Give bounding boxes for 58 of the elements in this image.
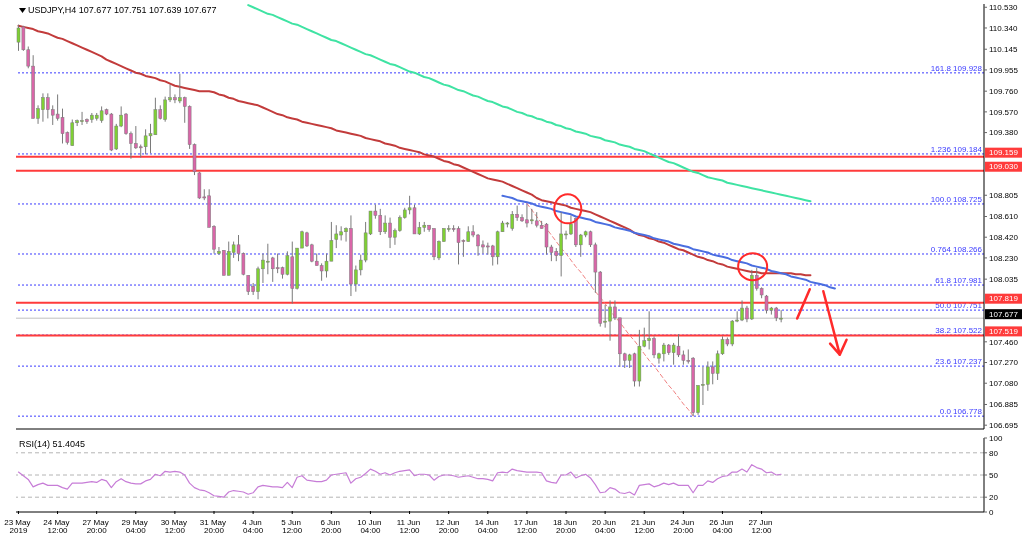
- y-tick-label: 107.270: [989, 358, 1019, 368]
- ref-line-label: 23.6 107.237: [935, 357, 983, 367]
- y-tick-label: 108.230: [989, 253, 1019, 263]
- x-tick-label: 11 Jun 12:00: [396, 517, 423, 534]
- ref-line-label: 38.2 107.522: [935, 326, 983, 336]
- ref-line-label: 100.0 108.725: [930, 194, 983, 204]
- x-tick-label: 26 Jun 04:00: [709, 517, 736, 534]
- y-tick-label: 106.695: [989, 420, 1019, 430]
- y-tick-label: 108.035: [989, 274, 1019, 284]
- x-tick-label: 24 May 12:00: [43, 517, 72, 534]
- y-tick-label: 50: [989, 470, 999, 480]
- y-tick-label: 107.080: [989, 379, 1019, 389]
- x-tick-label: 6 Jun 20:00: [320, 517, 343, 534]
- y-tick-label: 80: [989, 448, 999, 458]
- x-tick-label: 18 Jun 20:00: [552, 517, 580, 534]
- ref-line-label: 109.159: [989, 148, 1019, 158]
- x-tick-label: 10 Jun 04:00: [357, 517, 384, 534]
- y-tick-label: 109.955: [989, 65, 1019, 75]
- ref-line-label: 0.764 108.266: [930, 244, 983, 254]
- y-tick-label: 109.570: [989, 107, 1019, 117]
- y-tick-label: 20: [989, 493, 999, 502]
- y-tick-label: 108.805: [989, 191, 1019, 201]
- x-tick-label: 31 May 20:00: [199, 517, 229, 534]
- ref-line-label: 109.030: [989, 162, 1019, 172]
- y-tick-label: 110.145: [989, 45, 1018, 55]
- y-tick-label: 106.885: [989, 400, 1019, 410]
- x-tick-label: 5 Jun 12:00: [281, 517, 304, 534]
- x-tick-label: 4 Jun 04:00: [242, 517, 265, 534]
- y-tick-label: 110.340: [989, 23, 1018, 33]
- ref-line-label: 61.8 107.981: [935, 276, 983, 286]
- ref-line-label: 161.8 109.928: [930, 63, 983, 73]
- ref-line-label: 107.677: [989, 309, 1019, 319]
- x-tick-label: 17 Jun 12:00: [513, 517, 541, 534]
- y-tick-label: 108.610: [989, 212, 1019, 222]
- x-tick-label: 27 Jun 12:00: [748, 517, 775, 534]
- x-tick-label: 14 Jun 04:00: [474, 517, 501, 534]
- x-tick-label: 30 May 12:00: [160, 517, 190, 534]
- y-tick-label: 108.420: [989, 233, 1019, 243]
- y-tick-label: 0: [989, 507, 994, 517]
- x-tick-label: 27 May 20:00: [82, 517, 111, 534]
- x-tick-label: 24 Jun 20:00: [670, 517, 697, 534]
- y-tick-label: 109.380: [989, 128, 1019, 138]
- x-tick-label: 12 Jun 20:00: [435, 517, 462, 534]
- x-tick-label: 29 May 04:00: [121, 517, 151, 534]
- chart-title: USDJPY,H4 107.677 107.751 107.639 107.677: [28, 5, 217, 16]
- ref-line-label: 50.0 107.751: [935, 301, 983, 311]
- y-tick-label: 109.760: [989, 86, 1019, 96]
- chart-title: RSI(14) 51.4045: [19, 439, 86, 450]
- ref-line-label: 107.819: [989, 294, 1019, 304]
- x-tick-label: 23 May 2019: [4, 517, 33, 534]
- x-tick-label: 20 Jun 04:00: [591, 517, 619, 534]
- y-tick-label: 100: [989, 433, 1003, 443]
- y-tick-label: 110.530: [989, 3, 1018, 13]
- ref-line-label: 1.236 109.184: [930, 144, 983, 154]
- ref-line-label: 0.0 106.778: [939, 407, 983, 417]
- x-tick-label: 21 Jun 12:00: [631, 517, 658, 534]
- ref-line-label: 107.519: [989, 326, 1019, 336]
- y-tick-label: 107.460: [989, 337, 1019, 347]
